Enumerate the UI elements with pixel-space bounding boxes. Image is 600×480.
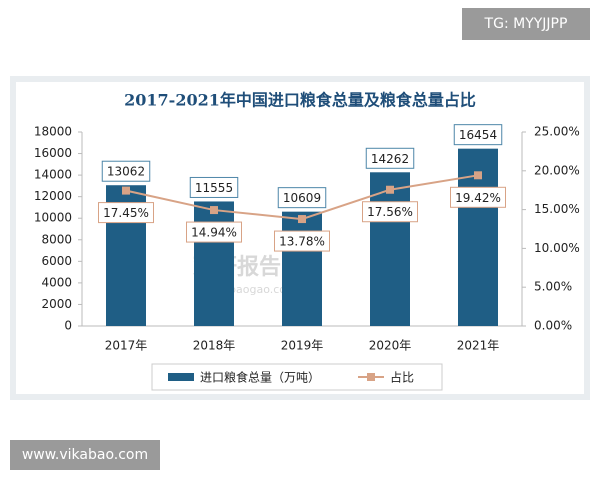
y-tick-label: 4000: [41, 275, 72, 289]
y-tick-label: 6000: [41, 254, 72, 268]
value-label: 17.45%: [103, 206, 149, 220]
x-tick-label: 2019年: [281, 339, 324, 353]
y-tick-label: 14000: [34, 168, 72, 182]
value-label: 14262: [371, 152, 409, 166]
value-label-box: [101, 160, 151, 182]
y2-tick-label: 0.00%: [534, 319, 572, 333]
value-label-box: [277, 187, 327, 209]
value-label-box: [362, 201, 418, 223]
y2-tick-label: 25.00%: [534, 125, 580, 139]
y2-tick-label: 15.00%: [534, 202, 580, 216]
point: [298, 215, 306, 224]
value-label-box: [186, 221, 242, 243]
y-tick-label: 2000: [41, 297, 72, 311]
legend-box: [151, 363, 443, 391]
value-label: 13.78%: [279, 235, 325, 249]
bar: [370, 172, 410, 326]
y2-tick-label: 20.00%: [534, 163, 580, 177]
x-tick-label: 2018年: [193, 339, 236, 353]
x-tick-label: 2017年: [105, 339, 148, 353]
value-label-box: [450, 186, 506, 208]
value-label-box: [98, 202, 154, 224]
y-tick-label: 10000: [34, 211, 72, 225]
value-label-box: [274, 230, 330, 252]
value-label-box: [453, 124, 503, 146]
value-label-box: [365, 147, 415, 169]
y-tick-label: 18000: [34, 125, 72, 139]
bar: [282, 211, 322, 326]
x-tick-label: 2021年: [457, 339, 500, 353]
y2-tick-label: 10.00%: [534, 241, 580, 255]
y-tick-label: 0: [64, 319, 72, 333]
value-label: 16454: [459, 128, 497, 142]
point: [210, 206, 218, 215]
legend-key-marker: [367, 373, 375, 381]
bar: [194, 201, 234, 326]
value-label: 11555: [195, 181, 233, 195]
point: [474, 171, 482, 180]
site-label: www.vikabao.com: [10, 440, 160, 470]
y-tick-label: 16000: [34, 146, 72, 160]
value-label: 19.42%: [455, 191, 501, 205]
legend-label: 占比: [390, 370, 414, 385]
value-label: 13062: [107, 165, 145, 179]
value-label: 17.56%: [367, 205, 413, 219]
x-tick-label: 2020年: [369, 339, 412, 353]
value-label: 14.94%: [191, 226, 237, 240]
legend-label: 进口粮食总量（万吨）: [200, 370, 320, 385]
point: [386, 185, 394, 194]
value-label: 10609: [283, 191, 321, 205]
y-tick-label: 12000: [34, 189, 72, 203]
tag: TG: MYYJJPP: [462, 8, 590, 40]
value-label-box: [189, 176, 239, 198]
chart-title: 2017-2021年中国进口粮食总量及粮食总量占比: [124, 91, 476, 110]
y-tick-label: 8000: [41, 232, 72, 246]
legend-key: [168, 373, 194, 381]
point: [122, 186, 130, 195]
y2-tick-label: 5.00%: [534, 280, 572, 294]
